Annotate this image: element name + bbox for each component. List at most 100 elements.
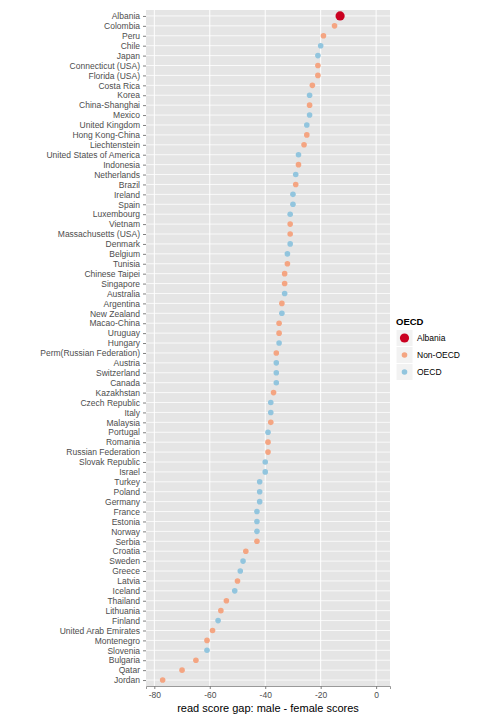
y-tick: Austria: [114, 358, 146, 368]
y-tick: Norway: [111, 527, 146, 537]
legend-symbol: [402, 369, 408, 375]
y-tick-label: United Arab Emirates: [60, 626, 140, 636]
dot: [262, 469, 268, 475]
grid-line: [146, 154, 390, 155]
dot: [265, 429, 271, 435]
grid-line: [146, 333, 390, 334]
y-tick-label: Estonia: [112, 517, 141, 527]
y-tick-label: Finland: [112, 616, 140, 626]
y-tick: Peru: [122, 31, 146, 41]
x-tick-label: -20: [315, 690, 328, 700]
dot: [282, 291, 288, 297]
y-tick: Macao-China: [89, 318, 146, 328]
grid-line: [146, 273, 390, 274]
grid-line: [146, 610, 390, 611]
y-tick: France: [114, 507, 146, 517]
grid: [146, 10, 390, 686]
y-tick-label: Tunisia: [113, 259, 140, 269]
y-tick: Slovak Republic: [79, 457, 146, 467]
grid-line: [146, 95, 390, 96]
y-tick-mark: [143, 66, 146, 67]
dot: [279, 311, 285, 317]
dot: [254, 529, 260, 535]
dot: [287, 231, 293, 237]
y-tick-mark: [143, 452, 146, 453]
dot: [254, 509, 260, 515]
x-tick-mark: [376, 686, 377, 689]
grid-line: [146, 303, 390, 304]
x-tick: -60: [204, 686, 217, 700]
y-tick-mark: [143, 422, 146, 423]
y-tick-mark: [143, 412, 146, 413]
grid-line: [265, 10, 266, 686]
y-tick-label: Indonesia: [103, 160, 140, 170]
y-tick: Chinese Taipei: [84, 269, 146, 279]
dot: [262, 459, 268, 465]
dot: [240, 558, 246, 564]
y-tick-label: France: [114, 507, 141, 517]
grid-line: [154, 10, 155, 686]
x-tick-mark: [154, 686, 155, 689]
y-tick-mark: [143, 105, 146, 106]
grid-line: [146, 293, 390, 294]
dot: [265, 449, 271, 455]
y-tick-mark: [143, 442, 146, 443]
y-tick-mark: [143, 571, 146, 572]
grid-line: [146, 501, 390, 502]
dot: [276, 340, 282, 346]
dot: [285, 251, 291, 257]
y-tick-label: Chile: [121, 41, 141, 51]
grid-line: [146, 234, 390, 235]
dot: [279, 301, 285, 307]
grid-line: [146, 590, 390, 591]
y-tick-mark: [143, 165, 146, 166]
y-tick-label: United States of America: [46, 150, 140, 160]
dot: [282, 281, 288, 287]
y-tick-label: United Kingdom: [80, 120, 140, 130]
dot: [232, 588, 238, 594]
y-tick-mark: [143, 175, 146, 176]
dot: [332, 23, 338, 29]
y-tick: Lithuania: [105, 606, 146, 616]
x-tick: -80: [149, 686, 162, 700]
y-tick-label: Romania: [106, 437, 140, 447]
x-tick-label: -80: [149, 690, 162, 700]
grid-line: [146, 184, 390, 185]
y-tick: Latvia: [117, 576, 146, 586]
legend-symbol: [402, 352, 408, 358]
y-tick: Jordan: [114, 675, 146, 685]
y-tick-mark: [143, 323, 146, 324]
y-tick-mark: [143, 293, 146, 294]
y-tick-label: Thailand: [107, 596, 140, 606]
y-tick: Poland: [114, 487, 146, 497]
y-tick: Montenegro: [95, 636, 146, 646]
y-tick-label: Brazil: [119, 180, 140, 190]
dot: [307, 102, 313, 108]
y-tick-mark: [143, 333, 146, 334]
y-tick: United Arab Emirates: [60, 626, 146, 636]
y-tick: Japan: [117, 51, 146, 61]
x-tick-mark: [321, 686, 322, 689]
y-tick-label: Hong Kong-China: [72, 130, 140, 140]
legend-label: Albania: [417, 333, 446, 343]
legend: OECDAlbaniaNon-OECDOECD: [396, 316, 460, 381]
y-tick-mark: [143, 313, 146, 314]
y-tick-mark: [143, 353, 146, 354]
y-tick-label: Malaysia: [106, 418, 140, 428]
dot: [204, 638, 210, 644]
y-tick-mark: [143, 155, 146, 156]
y-tick-label: Japan: [117, 51, 140, 61]
y-tick-label: Liechtenstein: [90, 140, 140, 150]
grid-line: [146, 600, 390, 601]
dot: [287, 241, 293, 247]
y-tick-label: Peru: [122, 31, 140, 41]
dot: [210, 628, 216, 634]
x-tick-label: -40: [260, 690, 273, 700]
dot: [276, 320, 282, 326]
dot: [215, 618, 221, 624]
dot: [218, 608, 224, 614]
y-tick-label: New Zealand: [90, 309, 140, 319]
y-tick-label: Colombia: [104, 21, 140, 31]
y-tick: Qatar: [119, 665, 146, 675]
grid-line: [320, 10, 321, 686]
